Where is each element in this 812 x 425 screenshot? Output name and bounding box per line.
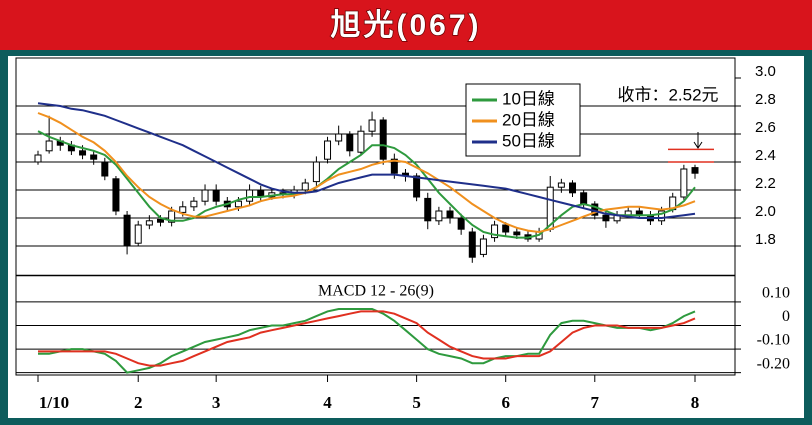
- y-tick-label: 0: [782, 308, 790, 325]
- y-tick-label: 1.8: [755, 231, 776, 248]
- y-tick-label: 0.10: [762, 285, 790, 302]
- y-tick-label: 2.6: [755, 119, 776, 136]
- series-line: [38, 308, 696, 374]
- candle-body: [156, 218, 164, 223]
- candle-body: [45, 140, 53, 152]
- candle-body: [312, 161, 320, 183]
- candle-body: [413, 175, 421, 198]
- candle-body: [468, 231, 476, 258]
- candle-body: [123, 214, 131, 247]
- candle-body: [691, 167, 699, 174]
- series-line: [37, 102, 696, 219]
- y-tick-label: -0.20: [757, 355, 790, 372]
- y-tick-label: 2.8: [755, 91, 776, 108]
- candle-body: [502, 224, 510, 233]
- candle-body: [90, 154, 98, 160]
- candle-body: [479, 238, 487, 255]
- candle-body: [79, 150, 87, 156]
- candle-body: [569, 182, 577, 194]
- y-tick-label: -0.10: [757, 332, 790, 349]
- candle-body: [234, 200, 242, 208]
- candle-body: [324, 140, 332, 160]
- candle-body: [457, 217, 465, 230]
- candle-body: [580, 192, 588, 205]
- candle-body: [335, 133, 343, 142]
- candle-body: [658, 210, 666, 222]
- candle-body: [513, 231, 521, 236]
- page-title: 旭光(067): [330, 9, 481, 42]
- x-tick-label: 4: [323, 393, 332, 412]
- candle-body: [246, 189, 254, 202]
- candle-body: [390, 158, 398, 174]
- y-tick-label: 2.2: [755, 175, 776, 192]
- series-line: [37, 112, 696, 234]
- candle-body: [101, 161, 109, 177]
- x-tick-label: 7: [591, 393, 600, 412]
- series-line: [37, 130, 696, 239]
- series-line: [38, 310, 696, 367]
- x-tick-label: 3: [212, 393, 221, 412]
- annotation: 收市：2.52元: [617, 85, 718, 104]
- candle-body: [680, 168, 688, 198]
- legend-label: 20日線: [502, 110, 555, 129]
- candle-body: [557, 182, 565, 188]
- candle-body: [379, 119, 387, 160]
- plot-frame: [15, 57, 736, 376]
- candle-body: [179, 206, 187, 213]
- candle-body: [112, 178, 120, 212]
- candle-body: [602, 214, 610, 222]
- x-tick-label: 1/10: [39, 393, 69, 412]
- header-band: [0, 0, 812, 50]
- legend-label: 50日線: [502, 131, 555, 150]
- candle-body: [190, 200, 198, 208]
- candle-body: [145, 220, 153, 226]
- panel-title: MACD 12 - 26(9): [318, 283, 434, 300]
- x-tick-label: 5: [412, 393, 421, 412]
- y-tick-label: 3.0: [755, 63, 776, 80]
- legend-label: 10日線: [502, 89, 555, 108]
- candle-body: [168, 210, 176, 223]
- y-tick-label: 2.0: [755, 203, 776, 220]
- candle-body: [446, 210, 454, 219]
- x-tick-label: 2: [134, 393, 143, 412]
- x-tick-label: 6: [501, 393, 510, 412]
- candle-body: [424, 197, 432, 222]
- candle-body: [435, 210, 443, 222]
- candle-body: [368, 119, 376, 132]
- candle-body: [346, 133, 354, 152]
- candle-body: [491, 224, 499, 239]
- candle-body: [212, 189, 220, 202]
- x-tick-label: 8: [691, 393, 700, 412]
- candle-body: [301, 182, 309, 191]
- candle-body: [357, 130, 365, 153]
- candle-body: [34, 154, 42, 163]
- candle-body: [134, 224, 142, 244]
- y-tick-label: 2.4: [755, 147, 776, 164]
- candle-body: [201, 189, 209, 202]
